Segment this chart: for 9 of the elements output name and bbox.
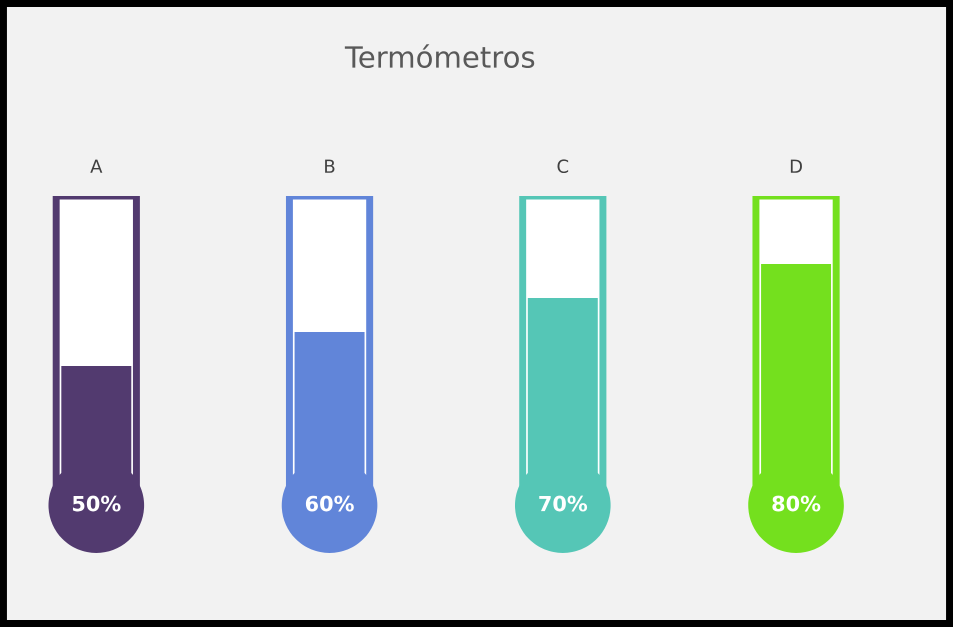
x-tick-label: A bbox=[90, 160, 102, 173]
data-label: 70% bbox=[539, 496, 588, 512]
x-tick-label: D bbox=[790, 160, 802, 173]
chart-title: Termómetros bbox=[344, 44, 534, 68]
x-tick-label: C bbox=[558, 159, 568, 174]
x-tick-label: B bbox=[325, 160, 334, 173]
data-label: 80% bbox=[772, 496, 820, 512]
data-label: 60% bbox=[306, 496, 354, 512]
data-label: 50% bbox=[72, 496, 121, 512]
